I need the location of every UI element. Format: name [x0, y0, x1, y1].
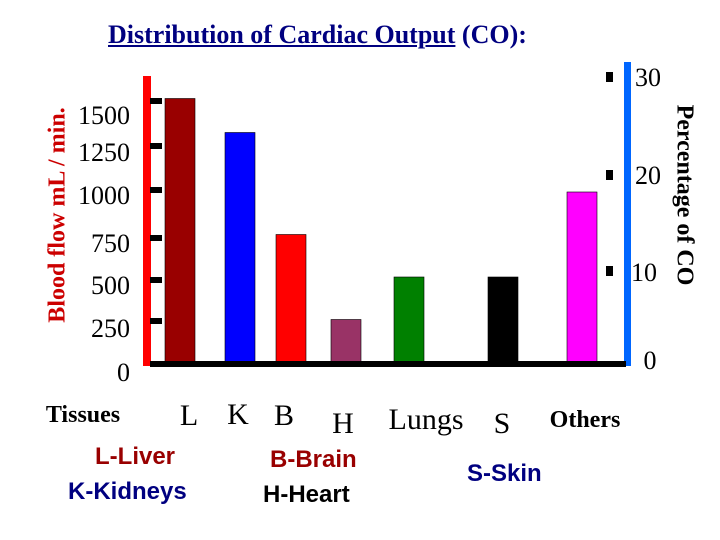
right-tick-label: 20 — [635, 161, 661, 190]
category-label: B — [274, 399, 294, 432]
bar-4 — [330, 319, 362, 363]
legend-kidneys: K-Kidneys — [68, 478, 187, 505]
bar-3 — [275, 234, 307, 363]
left-tick-mark — [150, 98, 162, 104]
left-tick-label: 1250 — [78, 138, 130, 167]
left-axis-line — [143, 76, 151, 366]
right-tick-label: 30 — [635, 63, 661, 92]
left-tick-label: 1000 — [78, 181, 130, 210]
legend-heart: H-Heart — [263, 481, 350, 508]
category-label: H — [332, 407, 354, 440]
right-tick-label: 0 — [644, 346, 657, 375]
chart-title-suffix: (CO): — [455, 20, 527, 49]
legend-liver: L-Liver — [95, 443, 176, 470]
legend-skin: S-Skin — [467, 460, 542, 487]
left-tick-mark — [150, 235, 162, 241]
category-label: L — [180, 399, 198, 432]
chart-title-main: Distribution of Cardiac Output — [108, 20, 456, 49]
left-tick-mark — [150, 187, 162, 193]
left-tick-label: 250 — [91, 314, 130, 343]
x-axis-base — [150, 361, 626, 367]
left-tick-label: 750 — [91, 229, 130, 258]
left-tick-mark — [150, 277, 162, 283]
bar-6 — [487, 276, 519, 363]
right-tick-mark — [606, 266, 613, 276]
left-tick-label: 1500 — [78, 101, 130, 130]
x-axis-label: Tissues — [46, 402, 120, 428]
right-tick-label: 10 — [631, 258, 657, 287]
category-label: Others — [550, 407, 621, 433]
bar-1 — [164, 98, 196, 363]
bar-7 — [566, 191, 598, 363]
right-tick-mark — [606, 72, 613, 82]
bar-2 — [224, 132, 256, 363]
left-tick-label: 500 — [91, 271, 130, 300]
category-label: S — [494, 407, 511, 440]
bar-5 — [393, 276, 425, 363]
chart-title: Distribution of Cardiac Output (CO): — [108, 20, 527, 50]
left-tick-mark — [150, 318, 162, 324]
legend-brain: B-Brain — [270, 446, 357, 473]
left-tick-label: 0 — [117, 358, 130, 387]
right-tick-mark — [606, 170, 613, 180]
category-label: K — [227, 398, 249, 431]
category-label: Lungs — [389, 403, 464, 436]
left-tick-mark — [150, 143, 162, 149]
right-axis-line — [624, 62, 631, 366]
